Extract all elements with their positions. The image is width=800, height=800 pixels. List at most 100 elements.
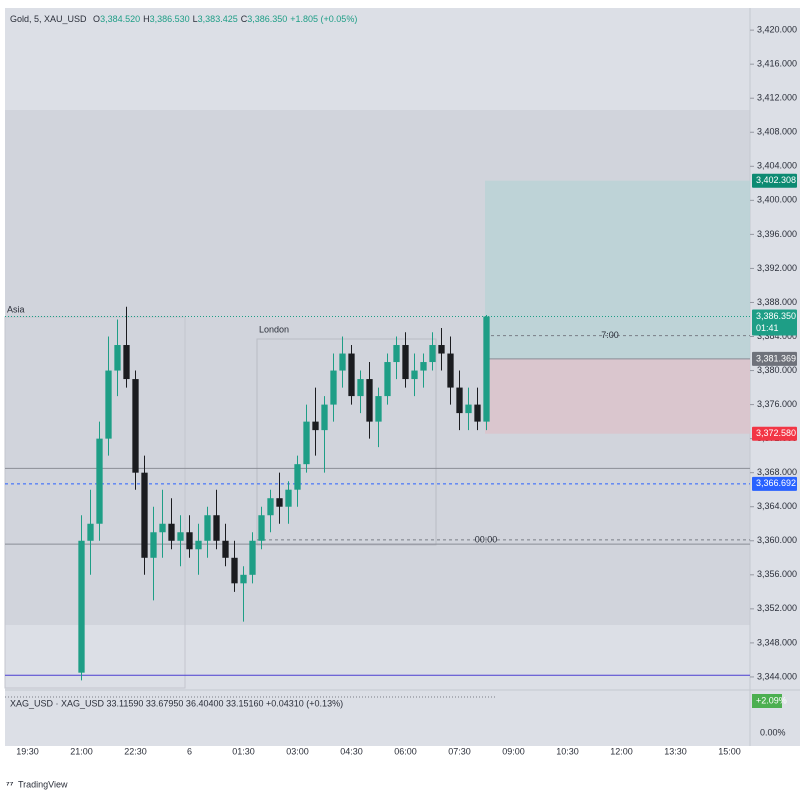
candle-body bbox=[402, 345, 409, 380]
candle-body bbox=[456, 387, 463, 414]
indicator-title: XAG_USD · XAG_USD 33.11590 33.67950 36.4… bbox=[10, 698, 343, 708]
x-tick-label: 21:00 bbox=[70, 746, 93, 756]
candle-body bbox=[231, 557, 238, 584]
candle-body bbox=[483, 316, 490, 422]
symbol-header: Gold, 5, XAU_USD O3,384.520 H3,386.530 L3,… bbox=[10, 14, 357, 24]
x-tick-label: 22:30 bbox=[124, 746, 147, 756]
candle-body bbox=[393, 345, 400, 363]
london-session-box bbox=[256, 338, 437, 546]
price-tag-label: 3,381.369 bbox=[756, 353, 796, 363]
candle-body bbox=[384, 362, 391, 397]
ohlc-value: 3,386.530 bbox=[150, 14, 190, 24]
x-tick-label: 19:30 bbox=[16, 746, 39, 756]
candle-body bbox=[339, 353, 346, 371]
session-line-label: 7:00 bbox=[601, 330, 619, 340]
candle-body bbox=[114, 345, 121, 371]
ohlc-value: 3,386.350 bbox=[247, 14, 287, 24]
price-tag bbox=[752, 426, 797, 441]
y-tick-label: 3,404.000 bbox=[757, 161, 797, 171]
price-tag bbox=[752, 173, 797, 188]
candle-body bbox=[294, 464, 301, 490]
ohlc-key: C bbox=[241, 14, 248, 24]
symbol-title: Gold, 5, XAU_USD O3,384.520 H3,386.530 L3,… bbox=[10, 14, 357, 24]
y-tick-label: 3,408.000 bbox=[757, 127, 797, 137]
ohlc-key: H bbox=[143, 14, 150, 24]
x-tick-label: 07:30 bbox=[448, 746, 471, 756]
indicator-axis-label: 0.00% bbox=[760, 727, 786, 737]
candle-body bbox=[132, 379, 139, 473]
x-tick-label: 15:00 bbox=[718, 746, 741, 756]
candle-body bbox=[177, 532, 184, 541]
candle-body bbox=[438, 345, 445, 354]
y-tick-label: 3,388.000 bbox=[757, 297, 797, 307]
y-tick-label: 3,360.000 bbox=[757, 535, 797, 545]
tradingview-logo: ⁷⁷ TradingView bbox=[6, 779, 68, 789]
y-tick-label: 3,416.000 bbox=[757, 59, 797, 69]
y-tick-label: 3,348.000 bbox=[757, 637, 797, 647]
x-tick-label: 6 bbox=[187, 746, 192, 756]
x-tick-label: 04:30 bbox=[340, 746, 363, 756]
y-tick-label: 3,396.000 bbox=[757, 229, 797, 239]
ohlc-change: +1.805 (+0.05%) bbox=[290, 14, 357, 24]
y-tick-label: 3,400.000 bbox=[757, 195, 797, 205]
y-tick-label: 3,364.000 bbox=[757, 501, 797, 511]
candle-body bbox=[474, 404, 481, 422]
logo-mark: ⁷⁷ bbox=[6, 779, 14, 789]
x-tick-label: 06:00 bbox=[394, 746, 417, 756]
candle-body bbox=[267, 498, 274, 516]
y-tick-label: 3,352.000 bbox=[757, 603, 797, 613]
ohlc-value: 3,384.520 bbox=[100, 14, 140, 24]
candle-body bbox=[375, 396, 382, 422]
candle-body bbox=[105, 370, 112, 439]
candle-body bbox=[204, 515, 211, 541]
price-tag bbox=[752, 309, 797, 336]
candle-body bbox=[285, 489, 292, 507]
candle-body bbox=[447, 353, 454, 388]
candle-body bbox=[276, 498, 283, 507]
brand-name: TradingView bbox=[18, 779, 68, 789]
candle-body bbox=[348, 353, 355, 397]
candle-body bbox=[240, 574, 247, 584]
ohlc-key: L bbox=[193, 14, 198, 24]
price-tag-label: 3,366.692 bbox=[756, 478, 796, 488]
candle-body bbox=[357, 379, 364, 397]
candle-body bbox=[123, 345, 130, 380]
candle-body bbox=[168, 523, 175, 541]
candle-body bbox=[195, 540, 202, 550]
candle-body bbox=[87, 523, 94, 541]
countdown-label: 01:41 bbox=[756, 323, 779, 333]
candle-body bbox=[186, 532, 193, 550]
price-tag bbox=[752, 476, 797, 491]
y-tick-label: 3,412.000 bbox=[757, 93, 797, 103]
candle-body bbox=[159, 523, 166, 533]
candle-body bbox=[222, 540, 229, 558]
price-tag-label: 3,372.580 bbox=[756, 428, 796, 438]
candle-body bbox=[465, 404, 472, 414]
candle-body bbox=[321, 404, 328, 431]
y-tick-label: 3,344.000 bbox=[757, 671, 797, 681]
candle-body bbox=[213, 515, 220, 541]
x-tick-label: 13:30 bbox=[664, 746, 687, 756]
candle-body bbox=[96, 438, 103, 524]
candle-body bbox=[303, 421, 310, 465]
y-tick-label: 3,368.000 bbox=[757, 467, 797, 477]
candle-body bbox=[366, 379, 373, 422]
price-tag-label: 3,386.350 bbox=[756, 311, 796, 321]
ohlc-value: 3,383.425 bbox=[198, 14, 238, 24]
candle-body bbox=[258, 515, 265, 541]
price-tag bbox=[752, 351, 797, 366]
y-tick-label: 3,384.000 bbox=[757, 331, 797, 341]
symbol-name: Gold, 5, XAU_USD bbox=[10, 14, 87, 24]
candle-body bbox=[312, 421, 319, 431]
y-tick-label: 3,392.000 bbox=[757, 263, 797, 273]
indicator-change: +2.09% bbox=[756, 695, 787, 705]
session-line-label: 00:00 bbox=[475, 534, 498, 544]
price-tag-label: 3,402.308 bbox=[756, 175, 796, 185]
candle-body bbox=[411, 370, 418, 380]
stop-zone bbox=[485, 358, 750, 434]
session-label: Asia bbox=[7, 304, 25, 314]
price-axis-background bbox=[750, 8, 800, 746]
x-tick-label: 12:00 bbox=[610, 746, 633, 756]
x-tick-label: 03:00 bbox=[286, 746, 309, 756]
